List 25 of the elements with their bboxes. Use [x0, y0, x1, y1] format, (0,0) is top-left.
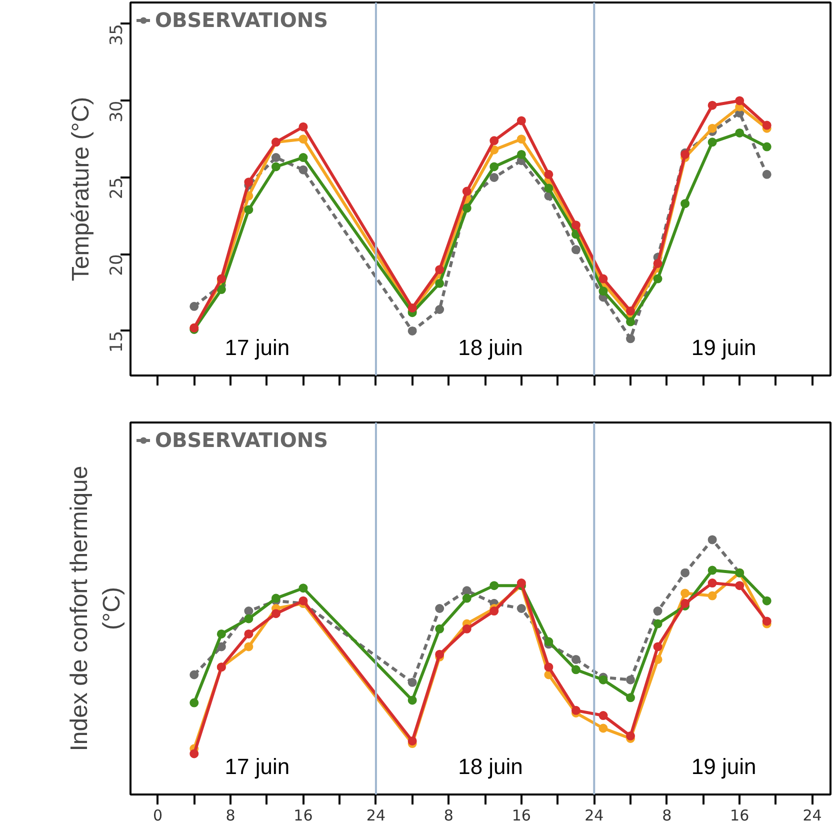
annotation: 19 juin	[691, 335, 756, 360]
x-tick-label: 24	[584, 806, 604, 824]
x-tick-label: 0	[153, 806, 163, 824]
y-tick-label: 25	[107, 177, 127, 200]
y-tick-label: 15	[107, 330, 127, 353]
x-tick-label: 16	[294, 806, 313, 824]
y-axis-title: Index de confort thermique (°C)	[66, 466, 126, 752]
y-axis-title: Température (°C)	[68, 96, 94, 282]
annotation: 18 juin	[458, 335, 523, 360]
x-tick-label: 8	[226, 806, 236, 824]
annotation: 19 juin	[691, 754, 756, 779]
x-tick-label: 16	[512, 806, 531, 824]
x-tick-label: 16	[730, 806, 750, 824]
legend-label: OBSERVATIONS	[155, 428, 328, 452]
x-tick-label: 24	[366, 806, 386, 824]
annotation: 18 juin	[458, 754, 523, 779]
y-tick-label: 20	[107, 254, 127, 276]
x-tick-label: 24	[802, 806, 822, 824]
legend-label: OBSERVATIONS	[155, 8, 328, 32]
x-tick-label: 8	[662, 806, 672, 824]
y-tick-label: 35	[107, 24, 127, 46]
x-tick-label: 8	[444, 806, 454, 824]
annotation: 17 juin	[224, 754, 290, 779]
annotation: 17 juin	[224, 335, 290, 360]
y-tick-label: 30	[107, 100, 127, 122]
